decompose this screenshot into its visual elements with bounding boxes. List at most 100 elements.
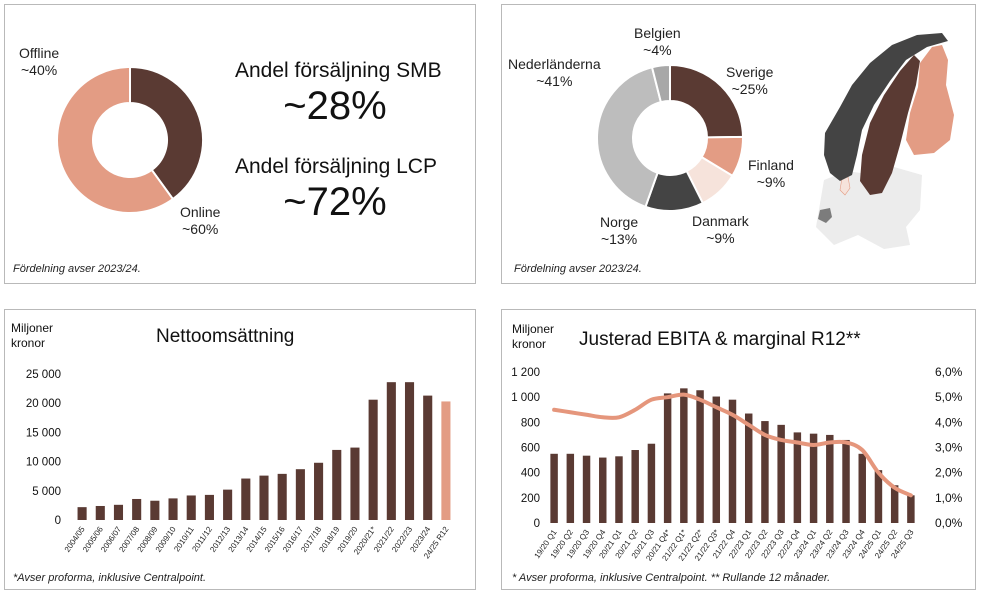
- ebita-ytick-0: 0: [534, 518, 540, 530]
- ebita-margin-line: [552, 392, 913, 498]
- ebita-y2tick-6-0: 6,0%: [935, 365, 963, 379]
- net-sales-bar-2016-17: [295, 469, 305, 520]
- belgien-value: ~4%: [643, 42, 672, 58]
- net-sales-bar-2005-06: [95, 505, 105, 520]
- net-sales-bar-2019-20: [350, 447, 360, 520]
- net-sales-ytick-25-000: 25 000: [26, 369, 61, 381]
- nederlanderna-label: Nederländerna ~41%: [508, 56, 601, 90]
- country-split-donut: [596, 63, 745, 212]
- map-finland: [906, 45, 954, 155]
- online-value: ~60%: [182, 221, 219, 237]
- ebita-bar-21-22-q1: [680, 388, 688, 523]
- net-sales-bar-2017-18: [314, 462, 324, 520]
- ebita-bar-19-20-q2: [566, 453, 575, 523]
- ebita-ytick-600: 600: [521, 443, 540, 455]
- norge-value: ~13%: [600, 231, 638, 247]
- finland-label: Finland ~9%: [748, 157, 794, 191]
- ebita-bar-24-25-q3: [907, 495, 915, 523]
- map-norway: [824, 33, 948, 181]
- offline-label: Offline ~40%: [19, 45, 59, 79]
- sverige-value: ~25%: [731, 81, 768, 97]
- belgien-label: Belgien ~4%: [634, 25, 681, 59]
- ebita-bar-19-20-q1: [550, 453, 558, 523]
- ebita-bar-19-20-q3: [582, 455, 591, 523]
- ebita-panel: Miljoner kronor Justerad EBITA & margina…: [501, 309, 976, 590]
- ebita-bar-22-23-q2: [761, 421, 769, 523]
- ebita-bar-22-23-q4: [793, 432, 802, 523]
- danmark-label-text: Danmark: [692, 213, 749, 229]
- net-sales-bar-2013-14: [241, 478, 251, 520]
- net-sales-ytick-15-000: 15 000: [26, 427, 61, 439]
- sales-channel-panel: Offline ~40% Online ~60% Andel försäljni…: [4, 4, 476, 284]
- net-sales-bar-2018-19: [332, 449, 342, 520]
- nederlanderna-value: ~41%: [536, 73, 573, 89]
- net-sales-bar-2020-21: [368, 399, 378, 520]
- net-sales-bar-2006-07: [113, 504, 124, 520]
- net-sales-title: Nettoomsättning: [156, 326, 295, 347]
- net-sales-unit-line2: kronor: [11, 336, 46, 350]
- net-sales-ytick-0: 0: [55, 515, 61, 527]
- net-sales-bar-2010-11: [186, 495, 196, 520]
- net-sales-bar-2022-23: [404, 382, 415, 520]
- net-sales-ytick-10-000: 10 000: [26, 457, 61, 469]
- net-sales-bar-2012-13: [223, 489, 233, 520]
- ebita-y2tick-2-0: 2,0%: [935, 466, 963, 480]
- ebita-bar-24-25-q2: [890, 485, 899, 523]
- online-label-text: Online: [180, 204, 221, 220]
- net-sales-panel: Miljoner kronor Nettoomsättning 0 5 000 10…: [4, 309, 476, 590]
- ebita-unit-line2: kronor: [512, 337, 547, 351]
- nordic-map: [816, 33, 954, 249]
- danmark-value: ~9%: [706, 230, 735, 246]
- ebita-bar-20-21-q3: [647, 443, 656, 523]
- offline-value: ~40%: [21, 62, 58, 78]
- smb-heading: Andel försäljning SMB: [235, 59, 442, 82]
- online-label: Online ~60%: [180, 204, 220, 238]
- net-sales-bar-2023-24: [423, 395, 433, 520]
- net-sales-bar-2021-22: [386, 382, 396, 520]
- sales-channel-slice-offline: [129, 65, 204, 201]
- ebita-bar-19-20-q4: [599, 457, 607, 523]
- norge-label-text: Norge: [600, 214, 639, 230]
- ebita-bar-23-24-q3: [842, 439, 850, 523]
- net-sales-bar-2014-15: [259, 475, 269, 520]
- ebita-bar-23-24-q4: [858, 453, 866, 523]
- net-sales-bar-2011-12: [204, 494, 214, 520]
- ebita-bar-21-22-q2: [696, 390, 704, 523]
- ebita-bar-22-23-q3: [777, 424, 785, 523]
- danmark-label: Danmark ~9%: [692, 213, 749, 247]
- net-sales-bar-2009-10: [168, 498, 178, 520]
- ebita-bar-24-25-q1: [874, 470, 883, 523]
- ebita-y2tick-1-0: 1,0%: [935, 491, 963, 505]
- ebita-ytick-800: 800: [521, 417, 540, 429]
- ebita-bar-21-22-q4: [728, 399, 737, 523]
- ebita-bar-20-21-q1: [615, 456, 623, 523]
- lcp-value: ~72%: [283, 180, 387, 224]
- ebita-bar-22-23-q1: [744, 413, 753, 523]
- ebita-ytick-400: 400: [521, 468, 540, 480]
- ebita-bar-23-24-q1: [809, 433, 818, 523]
- smb-share: Andel försäljning SMB ~28%: [235, 59, 442, 129]
- sales-channel-donut: [56, 65, 204, 214]
- net-sales-bar-24-25-r12: [441, 401, 451, 520]
- sales-channel-footnote: Fördelning avser 2023/24.: [13, 263, 141, 275]
- ebita-footnote: * Avser proforma, inklusive Centralpoint…: [512, 572, 831, 584]
- ebita-bar-23-24-q2: [826, 434, 834, 523]
- ebita-ytick-1-200: 1 200: [511, 367, 540, 379]
- ebita-ytick-200: 200: [521, 493, 540, 505]
- net-sales-footnote: *Avser proforma, inklusive Centralpoint.: [13, 572, 206, 584]
- ebita-bar-21-22-q3: [712, 396, 721, 523]
- net-sales-ytick-5-000: 5 000: [32, 486, 61, 498]
- belgien-label-text: Belgien: [634, 25, 681, 41]
- net-sales-ytick-20-000: 20 000: [26, 398, 61, 410]
- ebita-y2tick-3-0: 3,0%: [935, 441, 963, 455]
- lcp-share: Andel försäljning LCP ~72%: [235, 155, 437, 225]
- ebita-chart: 0 200 400 600 800 1 000 1 200 0,0% 1,0% 2,0% 3,0% 4…: [511, 365, 963, 563]
- ebita-y2tick-4-0: 4,0%: [935, 415, 963, 429]
- net-sales-bar-2007-08: [132, 498, 142, 520]
- norge-label: Norge ~13%: [600, 214, 638, 248]
- ebita-y2tick-5-0: 5,0%: [935, 390, 963, 404]
- net-sales-unit-line1: Miljoner: [11, 321, 54, 335]
- finland-value: ~9%: [756, 174, 786, 190]
- country-split-footnote: Fördelning avser 2023/24.: [514, 263, 642, 275]
